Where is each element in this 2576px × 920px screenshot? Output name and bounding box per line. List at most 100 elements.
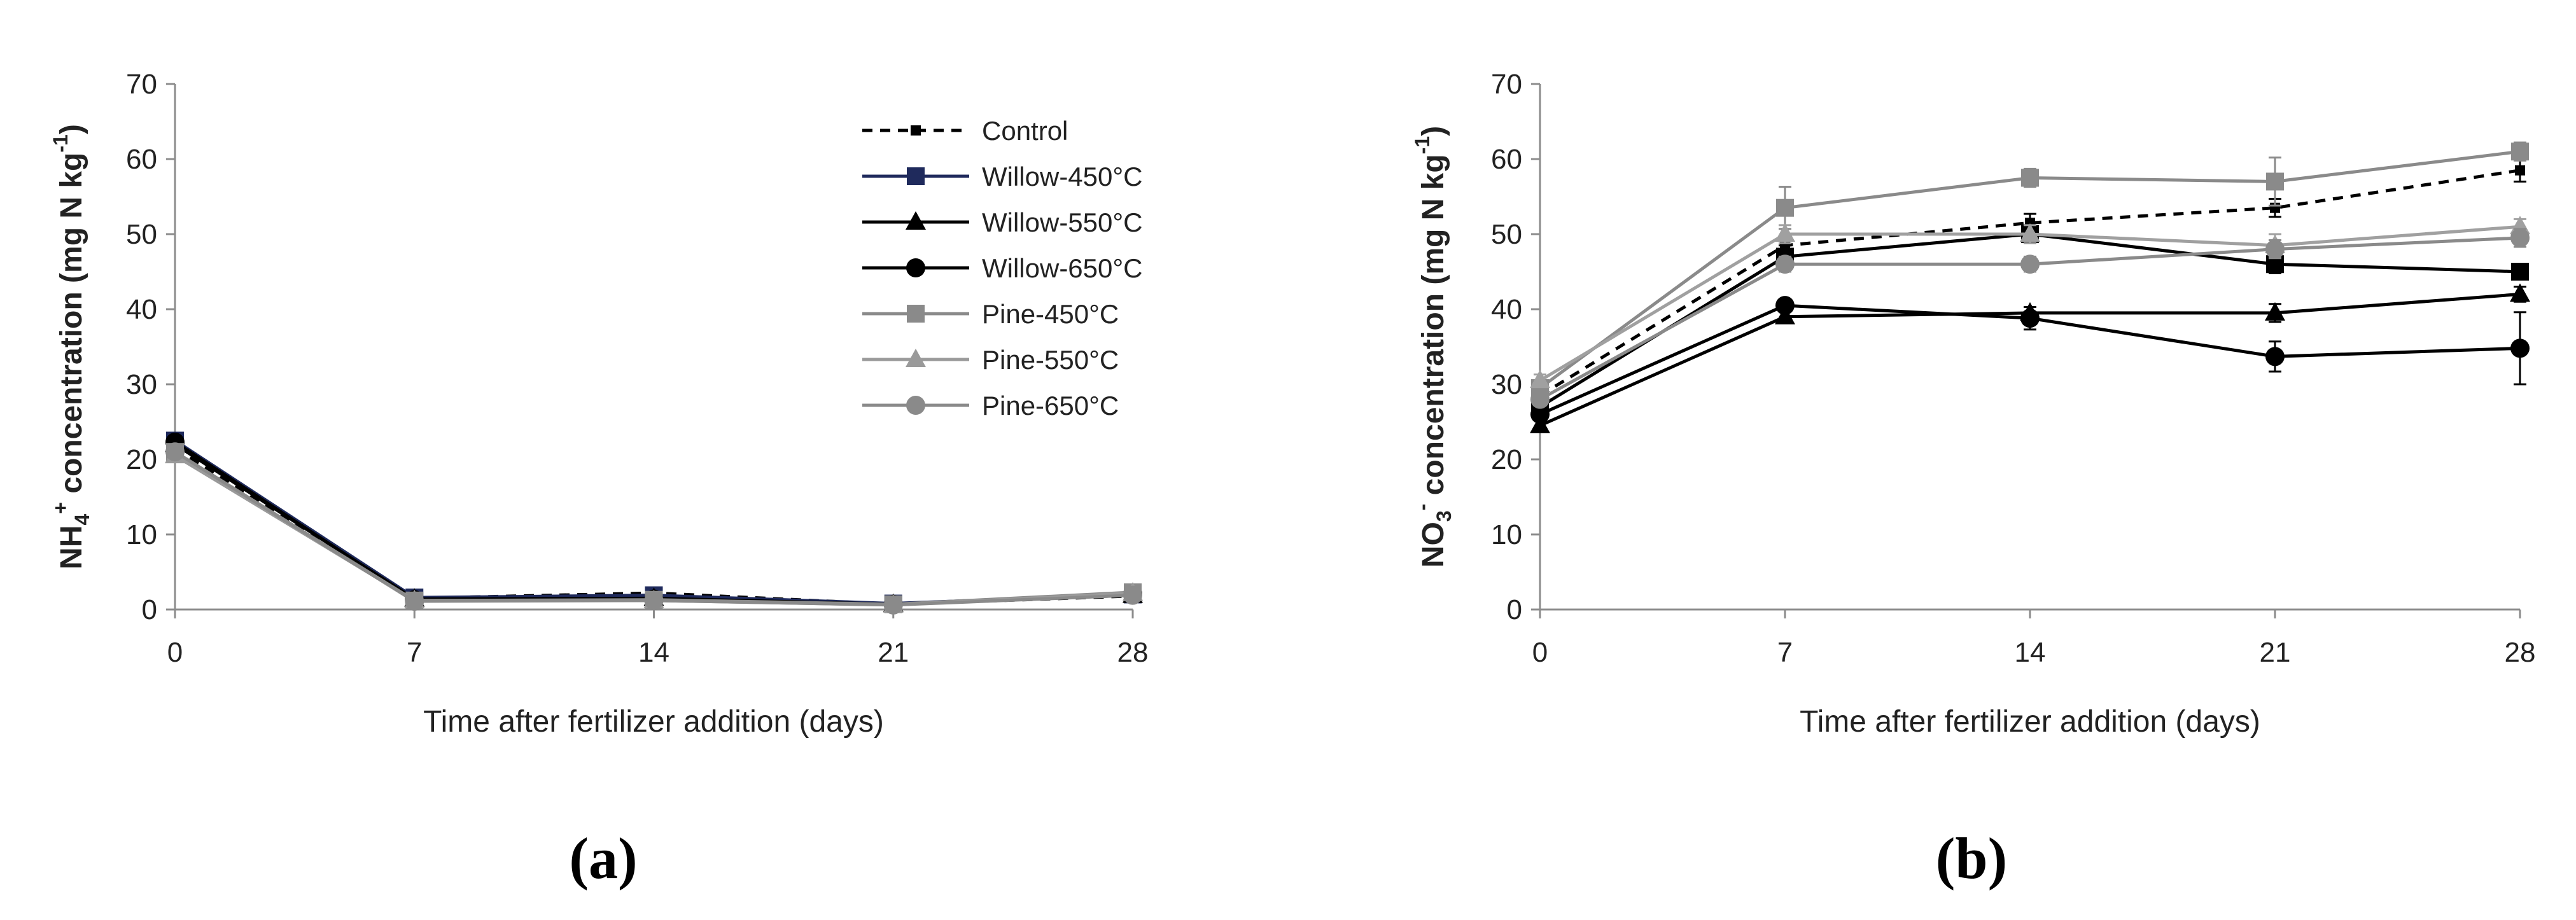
chart-a-legend-item-willow-450c: Willow-450°C (862, 162, 1143, 192)
chart-b-point-pine-550c-1 (1775, 223, 1795, 242)
chart-a-x-axis-label: Time after fertilizer addition (days) (423, 705, 884, 739)
chart-a-y-tick-label-2: 20 (126, 444, 157, 475)
chart-a-point-pine-650c-2 (644, 590, 664, 610)
chart-b-y-tick-label-7: 70 (1491, 69, 1522, 100)
chart-a-legend-marker-pine-450c (907, 305, 925, 323)
chart-a-point-pine-650c-4 (1123, 585, 1142, 605)
chart-b-point-willow-650c-2 (2020, 309, 2040, 328)
chart-a-x-tick-label-3: 21 (878, 637, 909, 668)
chart-b-point-pine-450c-4 (2511, 143, 2529, 161)
chart-a-y-tick-label-3: 30 (126, 369, 157, 400)
chart-a-legend-marker-control (911, 125, 921, 136)
chart-a-legend-label-pine-650c: Pine-650°C (982, 391, 1119, 421)
chart-a-legend-item-willow-550c: Willow-550°C (862, 207, 1143, 237)
chart-b-x-axis-label: Time after fertilizer addition (days) (1800, 705, 2260, 739)
chart-a-legend-marker-willow-650c (906, 258, 925, 277)
chart-a-legend-marker-pine-550c (906, 349, 926, 367)
chart-b-series-control (1534, 158, 2526, 404)
chart-a-legend-marker-willow-450c (907, 167, 925, 185)
chart-b-point-willow-650c-4 (2510, 338, 2530, 358)
chart-b-point-willow-650c-1 (1775, 296, 1795, 316)
chart-a-line-pine-550c (174, 454, 1133, 607)
chart-a-series-pine-650c (165, 442, 1142, 615)
chart-a-y-tick-label-4: 40 (126, 294, 157, 325)
chart-b-y-tick-label-3: 30 (1491, 369, 1522, 400)
chart-a-ylabel-close: ) (55, 124, 88, 134)
chart-panel-b: 0 10 20 30 40 50 60 70 0 7 14 21 28 Time after fert… (1411, 69, 2535, 891)
chart-a-point-pine-650c-3 (883, 595, 903, 615)
chart-a-line-pine-450c (174, 450, 1133, 606)
chart-a-y-axis-label: NH4+ concentration (mg N kg-1) (49, 124, 94, 569)
chart-a-point-pine-650c-1 (405, 592, 424, 611)
chart-a-y-tick-label-7: 70 (126, 69, 157, 100)
chart-b-x-tick-label-4: 28 (2505, 637, 2536, 668)
chart-a-legend-label-willow-550c: Willow-550°C (982, 207, 1143, 237)
chart-a-x-tick-label-1: 7 (407, 637, 422, 668)
chart-b-x-tick-label-3: 21 (2260, 637, 2291, 668)
chart-a-ylabel-exp: -1 (49, 134, 72, 152)
chart-a-y-tick-label-0: 0 (142, 594, 157, 625)
chart-b-point-pine-650c-4 (2510, 228, 2530, 247)
chart-b-point-willow-450c-4 (2511, 263, 2529, 281)
chart-a-y-tick-label-5: 50 (126, 219, 157, 250)
chart-a-legend-item-willow-650c: Willow-650°C (862, 253, 1143, 283)
chart-a-ylabel-sub: 4 (71, 513, 94, 525)
chart-a-ylabel-main: concentration (mg N kg (55, 153, 88, 502)
chart-a-legend-item-pine-650c: Pine-650°C (862, 391, 1119, 421)
chart-a-line-willow-450c (174, 439, 1133, 606)
chart-a-x-tick-label-0: 0 (167, 637, 183, 668)
chart-a-legend-item-pine-550c: Pine-550°C (862, 345, 1119, 375)
panel-label-b: (b) (1936, 826, 2007, 891)
chart-a-x-tick-label-2: 14 (638, 637, 669, 668)
chart-a-legend: Control Willow-450°C Willow-550°C Willow-65… (862, 116, 1143, 421)
chart-a-legend-label-pine-550c: Pine-550°C (982, 345, 1119, 375)
chart-a-x-tick-labels: 0 7 14 21 28 (167, 610, 1148, 668)
chart-b-ylabel-close: ) (1417, 126, 1450, 136)
chart-a-line-pine-650c (174, 450, 1133, 607)
chart-a-legend-marker-pine-650c (906, 396, 925, 415)
chart-b-ylabel-main: concentration (mg N kg (1417, 154, 1450, 503)
chart-b-x-tick-label-2: 14 (2015, 637, 2046, 668)
chart-b-plot-area (1530, 141, 2530, 433)
chart-a-line-control (174, 447, 1133, 606)
chart-b-point-pine-650c-2 (2020, 254, 2040, 274)
chart-b-ylabel-base: NO (1417, 522, 1450, 568)
chart-a-y-tick-labels: 0 10 20 30 40 50 60 70 (126, 69, 175, 625)
chart-b-point-pine-450c-3 (2266, 172, 2284, 191)
chart-b-series-willow-650c (1530, 296, 2530, 424)
chart-b-point-willow-550c-4 (2510, 283, 2530, 302)
chart-a-point-pine-650c-0 (165, 442, 185, 462)
chart-b-point-pine-650c-1 (1775, 254, 1795, 274)
chart-b-y-tick-label-6: 60 (1491, 144, 1522, 175)
chart-a-y-tick-label-6: 60 (126, 144, 157, 175)
chart-a-legend-label-pine-450c: Pine-450°C (982, 299, 1119, 329)
chart-b-x-tick-label-1: 7 (1777, 637, 1793, 668)
chart-b-point-pine-650c-3 (2265, 239, 2285, 259)
chart-a-y-tick-label-1: 10 (126, 519, 157, 550)
chart-b-series-pine-650c (1530, 228, 2530, 409)
chart-b-ylabel-sup: - (1411, 504, 1434, 511)
chart-b-y-tick-labels: 0 10 20 30 40 50 60 70 (1491, 69, 1540, 625)
chart-b-x-tick-label-0: 0 (1532, 637, 1548, 668)
panel-label-a: (a) (569, 826, 637, 891)
chart-b-point-willow-650c-0 (1530, 405, 1550, 424)
chart-a-plot-area (165, 431, 1143, 615)
chart-a-series-willow-450c (166, 431, 1142, 613)
chart-b-point-pine-550c-0 (1530, 370, 1550, 389)
chart-a-series-control (169, 443, 1139, 610)
chart-b-y-axis-label: NO3- concentration (mg N kg-1) (1411, 126, 1455, 568)
chart-a-legend-item-pine-450c: Pine-450°C (862, 299, 1119, 329)
chart-a-series-willow-550c (165, 433, 1143, 612)
chart-a-legend-label-control: Control (982, 116, 1068, 146)
chart-a-legend-label-willow-650c: Willow-650°C (982, 253, 1143, 283)
chart-b-line-control (1539, 169, 2521, 397)
chart-b-point-pine-450c-1 (1776, 199, 1794, 217)
chart-b-x-tick-labels: 0 7 14 21 28 (1532, 610, 2536, 668)
chart-a-legend-label-willow-450c: Willow-450°C (982, 162, 1143, 192)
chart-b-point-willow-650c-3 (2265, 347, 2285, 366)
chart-b-point-pine-450c-2 (2021, 169, 2039, 187)
chart-b-y-tick-label-0: 0 (1507, 594, 1522, 625)
chart-b-ylabel-exp: -1 (1411, 136, 1434, 154)
chart-a-legend-marker-willow-550c (906, 211, 926, 230)
